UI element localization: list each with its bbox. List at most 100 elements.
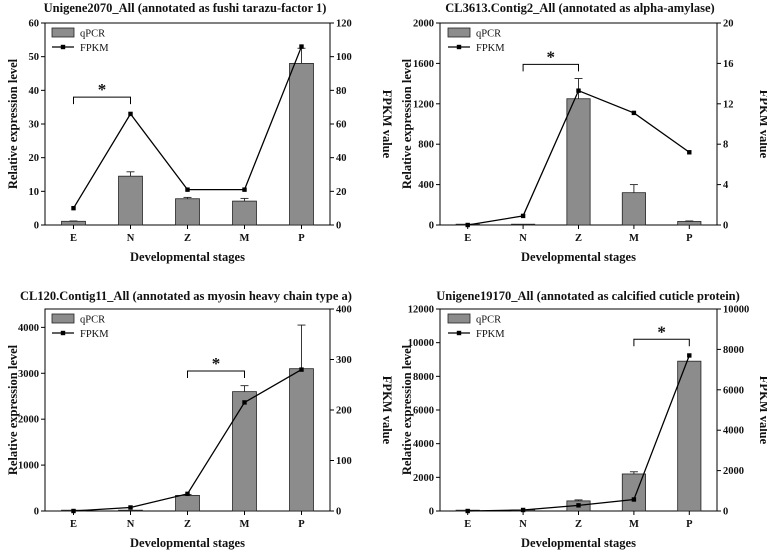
y2-tick-label: 2000 [723, 466, 744, 477]
y2-tick-label: 0 [336, 221, 341, 232]
y-axis-label: Relative expression level [400, 58, 414, 189]
legend-swatch-fpkm-marker [456, 44, 462, 50]
fpkm-point-Z [576, 88, 581, 93]
fpkm-point-N [128, 505, 133, 510]
y-tick-label: 2000 [413, 473, 434, 484]
fpkm-point-E [71, 205, 76, 211]
chart-panel-3: CL120.Contig11_All (annotated as myosin … [6, 289, 394, 550]
legend-swatch-qpcr [447, 313, 471, 324]
x-axis-label: Developmental stages [130, 250, 245, 264]
fpkm-point-Z [185, 491, 190, 497]
x-axis-label: Developmental stages [521, 536, 636, 550]
y-tick-label: 60 [29, 19, 40, 30]
chart-title: Unigene19170_All (annotated as calcified… [436, 289, 740, 303]
y-tick-label: 800 [418, 140, 434, 151]
bar-P [289, 368, 314, 512]
legend-label-fpkm: FPKM [80, 43, 109, 54]
x-tick-label: N [519, 233, 527, 244]
fpkm-line [73, 369, 302, 512]
fpkm-point-E [465, 222, 470, 228]
y2-tick-label: 4 [723, 180, 729, 191]
y2-tick-label: 120 [336, 19, 352, 30]
y-tick-label: 10000 [408, 338, 434, 349]
y2-axis-label: FPKM value [380, 376, 394, 445]
y-tick-label: 0 [34, 221, 39, 232]
legend-label-fpkm: FPKM [476, 329, 505, 340]
bar-N [118, 509, 143, 512]
legend-label-qpcr: qPCR [476, 315, 501, 326]
x-tick-label: Z [184, 519, 191, 530]
y2-tick-label: 4000 [723, 426, 744, 437]
bar-M [232, 200, 257, 226]
fpkm-point-Z [576, 503, 581, 508]
x-tick-label: Z [184, 233, 191, 244]
y2-tick-label: 0 [723, 507, 728, 518]
y-tick-label: 4000 [18, 323, 39, 334]
legend-swatch-fpkm-marker [60, 330, 66, 336]
x-tick-label: P [686, 233, 693, 244]
chart-panel-2: CL3613.Contig2_All (annotated as alpha-a… [400, 1, 767, 264]
significance-star: * [547, 47, 556, 66]
fpkm-point-P [299, 367, 304, 372]
legend-swatch-fpkm-marker [456, 330, 462, 336]
y-tick-label: 2000 [18, 415, 39, 426]
y-tick-label: 10 [29, 187, 40, 198]
y2-tick-label: 100 [336, 456, 352, 467]
bar-P [677, 360, 702, 512]
legend-label-fpkm: FPKM [80, 329, 109, 340]
fpkm-point-N [520, 507, 526, 513]
fpkm-point-M [631, 497, 637, 502]
y-tick-label: 8000 [413, 372, 434, 383]
bar-M [232, 391, 257, 512]
chart-panel-1: Unigene2070_All (annotated as fushi tara… [6, 1, 394, 264]
bar-E [61, 220, 86, 226]
significance-star: * [657, 322, 666, 341]
fpkm-point-Z [185, 187, 190, 192]
chart-title: CL3613.Contig2_All (annotated as alpha-a… [445, 1, 714, 15]
fpkm-point-M [242, 187, 247, 192]
y-tick-label: 0 [429, 221, 434, 232]
x-tick-label: M [629, 519, 639, 530]
fpkm-point-M [631, 110, 637, 116]
legend-swatch-qpcr [447, 27, 471, 38]
x-tick-label: P [298, 233, 305, 244]
fpkm-point-M [242, 400, 247, 405]
y-tick-label: 400 [418, 180, 434, 191]
legend-swatch-qpcr [51, 27, 75, 38]
chart-title: CL120.Contig11_All (annotated as myosin … [20, 289, 352, 303]
x-tick-label: P [686, 519, 693, 530]
legend-label-qpcr: qPCR [80, 29, 105, 40]
x-tick-label: E [70, 519, 77, 530]
fpkm-point-P [687, 150, 692, 155]
y2-tick-label: 0 [723, 221, 728, 232]
fpkm-point-E [465, 508, 470, 514]
x-tick-label: N [519, 519, 527, 530]
chart-title: Unigene2070_All (annotated as fushi tara… [44, 1, 327, 15]
y2-axis-label: FPKM value [380, 90, 394, 159]
y2-tick-label: 300 [336, 355, 352, 366]
y-tick-label: 2000 [413, 19, 434, 30]
y2-tick-label: 100 [336, 52, 352, 63]
bar-N [511, 223, 536, 226]
y-tick-label: 50 [29, 52, 40, 63]
y-tick-label: 1000 [18, 461, 39, 472]
y-tick-label: 0 [429, 507, 434, 518]
y2-tick-label: 6000 [723, 385, 744, 396]
y2-tick-label: 20 [723, 19, 734, 30]
y-tick-label: 12000 [408, 305, 434, 316]
y2-tick-label: 0 [336, 507, 341, 518]
y2-axis-label: FPKM value [757, 90, 767, 159]
y-axis-label: Relative expression level [6, 58, 20, 189]
significance-star: * [212, 354, 221, 373]
y2-axis-label: FPKM value [757, 376, 767, 445]
legend-label-qpcr: qPCR [476, 29, 501, 40]
y-tick-label: 1200 [413, 99, 434, 110]
x-tick-label: M [240, 519, 250, 530]
y2-tick-label: 8 [723, 140, 728, 151]
legend-label-qpcr: qPCR [80, 315, 105, 326]
y-tick-label: 6000 [413, 406, 434, 417]
bar-P [289, 63, 314, 226]
y-tick-label: 30 [29, 120, 40, 131]
x-tick-label: P [298, 519, 305, 530]
x-tick-label: M [240, 233, 250, 244]
